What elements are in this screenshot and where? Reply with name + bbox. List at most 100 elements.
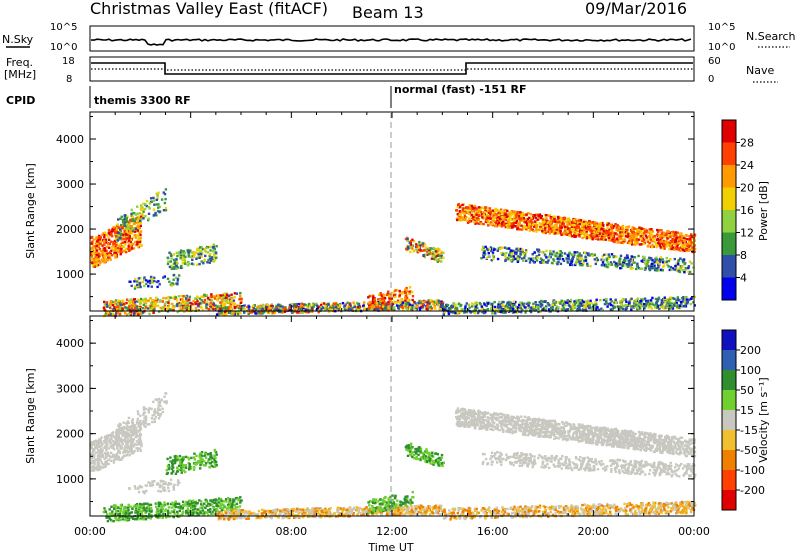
radar-cell [132, 301, 135, 305]
radar-cell [474, 309, 477, 312]
radar-cell [105, 249, 108, 252]
radar-cell [97, 252, 100, 255]
radar-cell [472, 303, 476, 306]
radar-cell [387, 302, 390, 305]
radar-cell [639, 299, 643, 303]
radar-cell [212, 305, 215, 309]
radar-cell [306, 306, 309, 310]
radar-cell [318, 307, 321, 311]
radar-cell [137, 215, 140, 218]
radar-cell [648, 241, 651, 245]
radar-cell [580, 230, 583, 233]
radar-cell [472, 214, 476, 217]
radar-cell [103, 261, 106, 264]
radar-cell [499, 208, 503, 211]
radar-cell [187, 301, 190, 304]
radar-cell [608, 255, 611, 258]
radar-cell [239, 306, 242, 309]
radar-cell [429, 247, 432, 250]
radar-cell [108, 229, 111, 232]
radar-cell [431, 254, 434, 258]
radar-cell [480, 214, 483, 218]
radar-cell [527, 304, 530, 307]
radar-cell [544, 306, 548, 310]
radar-cell [581, 236, 584, 240]
radar-cell [420, 299, 423, 303]
radar-cell [547, 227, 550, 230]
radar-cell [134, 213, 137, 216]
radar-cell [454, 306, 458, 310]
radar-cell [667, 235, 670, 238]
radar-cell [197, 304, 200, 308]
radar-cell [96, 263, 100, 267]
radar-cell [681, 259, 685, 262]
radar-cell [553, 215, 556, 218]
radar-cell [438, 301, 441, 304]
radar-cell [126, 220, 129, 224]
radar-cell [124, 232, 127, 235]
radar-cell [482, 308, 485, 312]
radar-cell [141, 280, 145, 284]
radar-cell [209, 259, 213, 262]
radar-cell [489, 246, 493, 249]
radar-cell [568, 234, 571, 237]
radar-cell [144, 297, 147, 301]
radar-cell [659, 305, 662, 309]
radar-cell [555, 222, 559, 225]
radar-cell [585, 302, 588, 306]
radar-cell [686, 243, 690, 246]
radar-cell [206, 296, 210, 300]
radar-cell [458, 206, 461, 209]
radar-cell [459, 214, 463, 217]
radar-cell [519, 216, 522, 220]
radar-cell [674, 231, 678, 234]
radar-cell [127, 245, 130, 248]
radar-cell [661, 269, 664, 272]
radar-cell [182, 300, 185, 303]
radar-cell [676, 245, 679, 248]
radar-cell [428, 249, 431, 252]
radar-cell [124, 243, 127, 246]
radar-cell [498, 219, 501, 223]
radar-cell [615, 301, 618, 304]
radar-cell [492, 247, 495, 250]
radar-cell [456, 312, 459, 315]
radar-cell [137, 223, 140, 226]
radar-cell [649, 299, 653, 302]
radar-cell [144, 215, 147, 218]
radar-cell [621, 227, 624, 230]
radar-cell [512, 212, 515, 216]
radar-cell [181, 307, 184, 310]
radar-cell [580, 223, 583, 226]
radar-cell [198, 249, 202, 252]
radar-cell [632, 230, 636, 233]
radar-cell [454, 311, 457, 315]
radar-cell [619, 235, 623, 238]
radar-cell [170, 266, 173, 269]
radar-cell [420, 305, 423, 308]
radar-cell [198, 246, 202, 249]
radar-cell [197, 309, 200, 312]
radar-cell [168, 251, 171, 254]
radar-cell [483, 211, 486, 214]
radar-cell [682, 243, 685, 247]
radar-cell [500, 223, 503, 226]
radar-cell [643, 303, 646, 306]
radar-cell [157, 191, 160, 194]
radar-cell [573, 225, 576, 229]
cpid-right-text: normal (fast) -151 RF [394, 83, 527, 96]
radar-cell [566, 260, 569, 263]
radar-cell [637, 266, 641, 270]
radar-cell [132, 313, 136, 316]
radar-cell [201, 309, 205, 312]
radar-cell [210, 293, 213, 296]
radar-cell [143, 276, 146, 279]
radar-cell [479, 210, 483, 214]
radar-cell [356, 302, 360, 306]
radar-cell [182, 254, 185, 257]
radar-cell [496, 257, 500, 261]
radar-cell [587, 304, 590, 307]
radar-cell [639, 267, 642, 271]
radar-cell [279, 305, 282, 309]
